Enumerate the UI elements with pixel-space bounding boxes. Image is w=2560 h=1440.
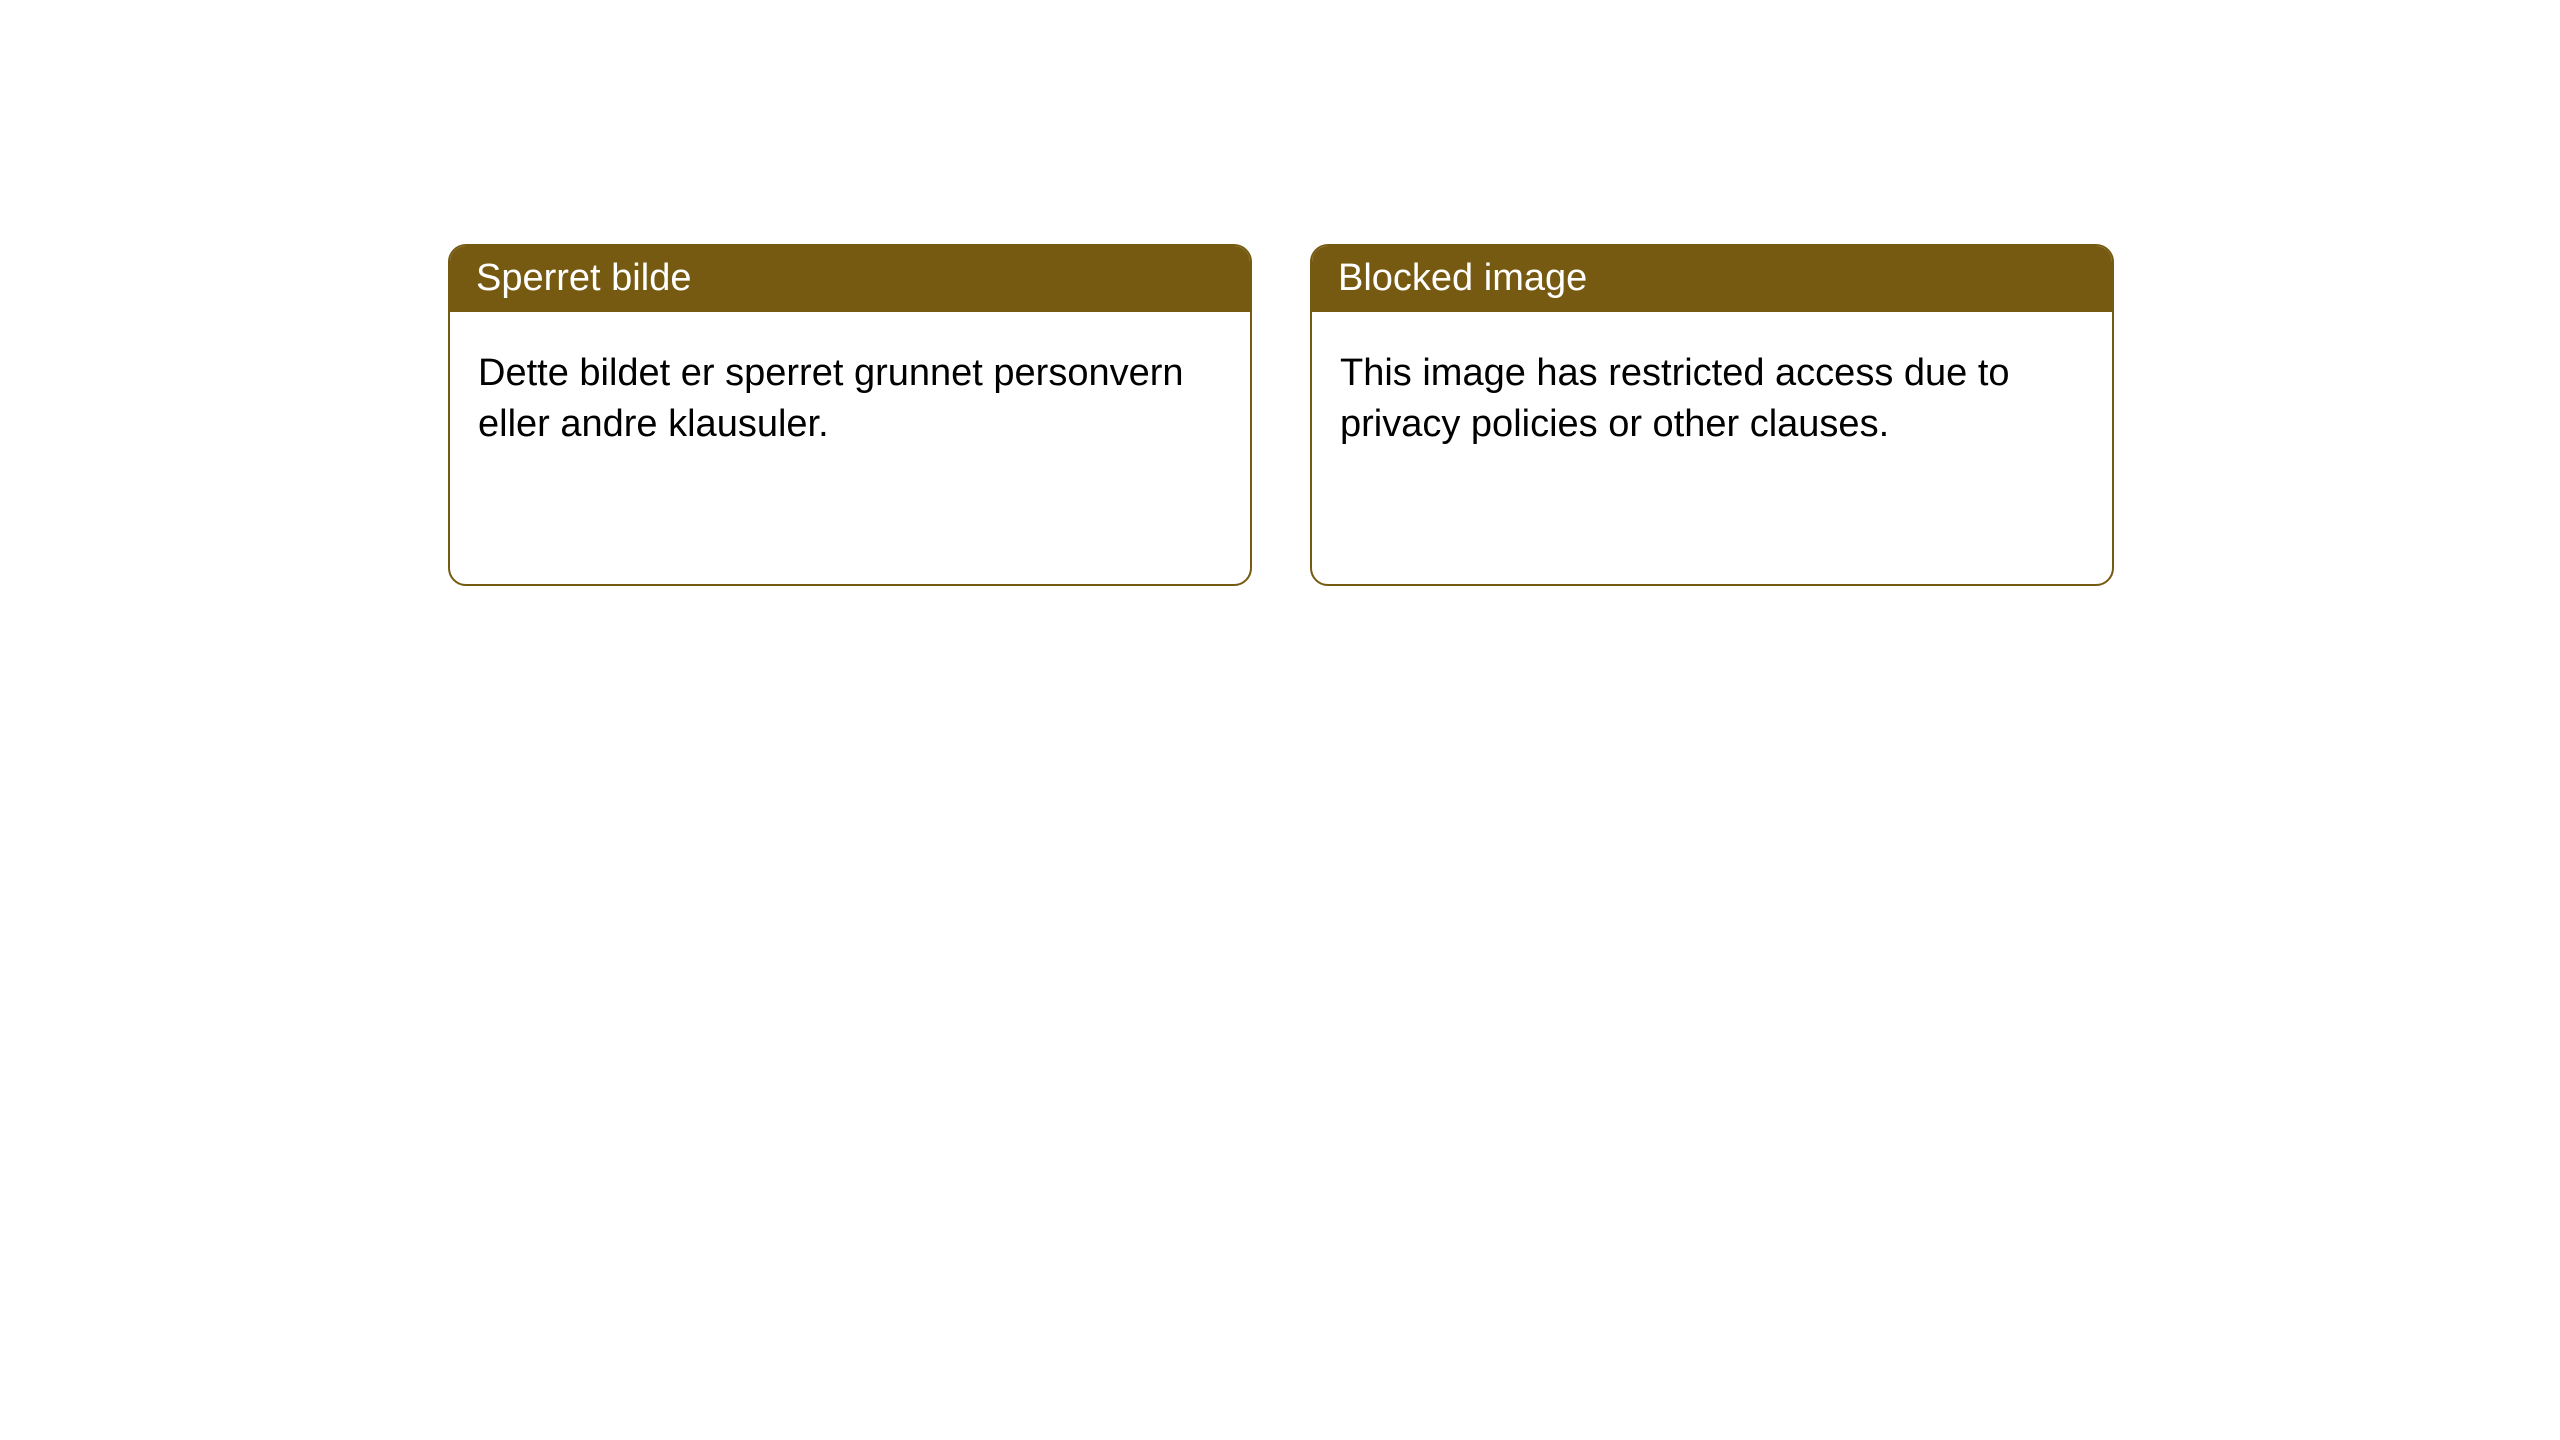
card-message: This image has restricted access due to …: [1340, 348, 2084, 451]
card-title: Blocked image: [1338, 257, 1587, 299]
card-header: Blocked image: [1312, 246, 2112, 312]
card-message: Dette bildet er sperret grunnet personve…: [478, 348, 1222, 451]
notice-card-english: Blocked image This image has restricted …: [1310, 244, 2114, 586]
notice-container: Sperret bilde Dette bildet er sperret gr…: [0, 0, 2560, 586]
notice-card-norwegian: Sperret bilde Dette bildet er sperret gr…: [448, 244, 1252, 586]
card-body: This image has restricted access due to …: [1312, 312, 2112, 584]
card-body: Dette bildet er sperret grunnet personve…: [450, 312, 1250, 584]
card-header: Sperret bilde: [450, 246, 1250, 312]
card-title: Sperret bilde: [476, 257, 691, 299]
